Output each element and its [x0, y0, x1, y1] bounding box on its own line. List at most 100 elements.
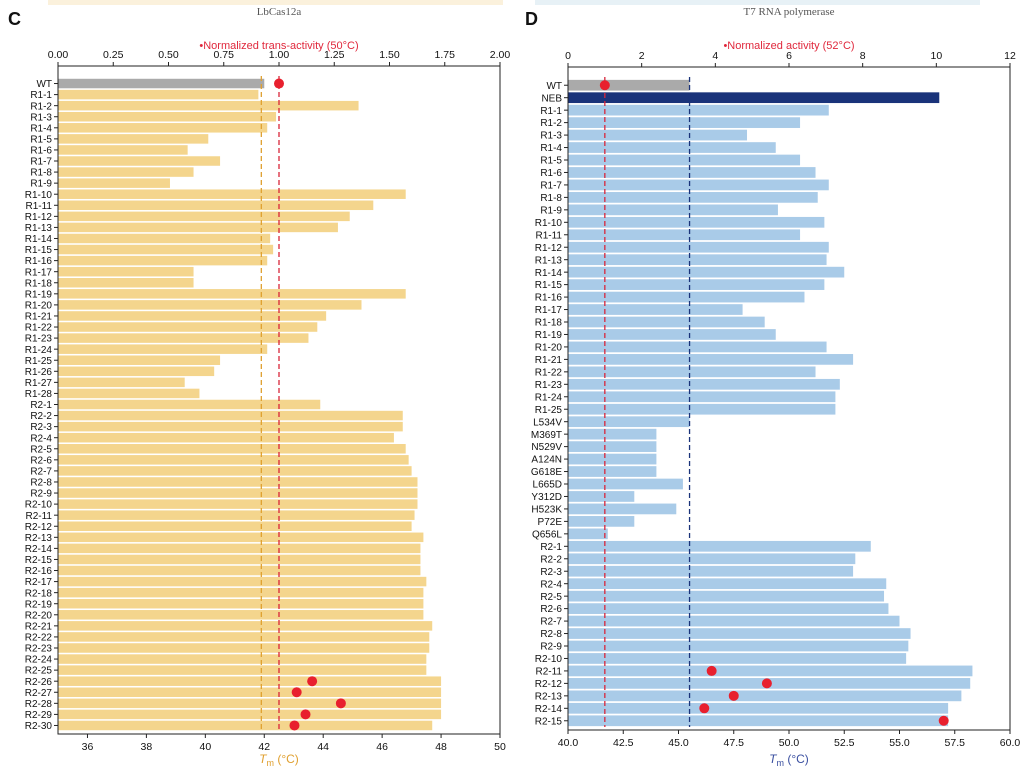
- bottom-tick-label-c-44: 44: [317, 741, 329, 753]
- category-label-c-r2-11: R2-11: [26, 511, 53, 522]
- activity-point-d-r2-14: [699, 703, 710, 714]
- category-label-c-r2-12: R2-12: [25, 522, 53, 533]
- top-tick-label-c-2-00: 2.00: [490, 49, 511, 61]
- panel-d-letter: D: [525, 9, 538, 29]
- category-label-c-r2-13: R2-13: [25, 533, 53, 544]
- bar-c-r2-3: [58, 421, 403, 432]
- bar-d-r2-4: [568, 578, 887, 590]
- bar-c-r2-9: [58, 488, 418, 498]
- bar-d-neb: [568, 92, 940, 104]
- bar-c-r2-30: [58, 720, 433, 731]
- category-label-c-r1-16: R1-16: [25, 256, 53, 267]
- category-label-d-r1-4: R1-4: [540, 143, 562, 154]
- top-tick-label-d-6: 6: [786, 50, 792, 62]
- bar-d-r2-1: [568, 540, 871, 552]
- panel-d-x-axis-label-sub: m: [777, 758, 785, 768]
- bar-c-r2-11: [58, 510, 415, 520]
- bar-c-r2-26: [58, 676, 442, 686]
- category-label-c-r1-10: R1-10: [25, 190, 53, 201]
- bar-c-r2-2: [58, 410, 403, 421]
- category-label-c-r2-24: R2-24: [25, 655, 53, 666]
- category-label-d-r2-3: R2-3: [540, 567, 562, 578]
- bar-c-r1-14: [58, 233, 271, 244]
- category-label-d-r1-17: R1-17: [535, 305, 563, 316]
- category-label-d-r1-8: R1-8: [540, 193, 562, 204]
- panel-c-letter: C: [8, 9, 21, 29]
- category-label-c-r2-16: R2-16: [25, 566, 53, 577]
- category-label-c-r1-13: R1-13: [25, 223, 53, 234]
- bar-d-r1-17: [568, 304, 743, 315]
- category-label-d-r2-15: R2-15: [535, 716, 563, 727]
- bar-c-r1-19: [58, 289, 406, 299]
- panel-d-title: T7 RNA polymerase: [743, 6, 834, 18]
- bar-d-q656l: [568, 528, 608, 540]
- panel-c-reference-lines: [260, 76, 280, 731]
- category-label-c-r1-12: R1-12: [25, 212, 53, 223]
- bar-c-r1-24: [58, 344, 268, 354]
- bar-c-r2-6: [58, 455, 409, 465]
- bottom-tick-label-d-50-0: 50.0: [779, 737, 800, 749]
- bar-d-r1-10: [568, 216, 825, 228]
- bar-d-a124n: [568, 453, 657, 465]
- activity-point-c-r2-26: [307, 676, 318, 687]
- bar-c-r2-8: [58, 477, 418, 487]
- category-label-c-r1-18: R1-18: [25, 278, 53, 289]
- top-tick-label-c-1-25: 1.25: [324, 49, 345, 61]
- bar-c-r1-5: [58, 134, 209, 144]
- activity-point-d-r2-12: [761, 678, 772, 689]
- panel-c-top-axis-label: •Normalized trans-activity (50°C): [199, 40, 358, 52]
- bar-c-r1-9: [58, 178, 170, 188]
- category-label-c-r1-6: R1-6: [30, 146, 52, 157]
- bar-d-g618e: [568, 466, 657, 477]
- bottom-tick-label-c-48: 48: [435, 741, 447, 753]
- bar-d-r2-10: [568, 653, 907, 664]
- bar-c-r2-10: [58, 499, 418, 509]
- bar-c-r2-15: [58, 554, 421, 565]
- bar-c-r1-10: [58, 189, 406, 199]
- category-label-c-r1-15: R1-15: [25, 245, 53, 256]
- bar-c-r2-24: [58, 654, 427, 664]
- bar-d-l665d: [568, 478, 683, 490]
- panel-d-bars: [568, 79, 973, 727]
- bar-c-r1-23: [58, 333, 309, 343]
- bar-c-r1-28: [58, 388, 200, 399]
- category-label-c-r2-15: R2-15: [25, 555, 53, 566]
- category-label-d-r2-10: R2-10: [535, 654, 563, 665]
- category-label-c-r2-28: R2-28: [25, 699, 53, 710]
- bottom-tick-label-c-40: 40: [199, 741, 211, 753]
- panel-d-axes: WTNEBR1-1R1-2R1-3R1-4R1-5R1-6R1-7R1-8R1-…: [531, 50, 1021, 749]
- bar-d-r1-2: [568, 117, 801, 128]
- bar-d-r1-15: [568, 279, 825, 290]
- category-label-d-r1-1: R1-1: [540, 106, 562, 117]
- category-label-d-r1-25: R1-25: [535, 405, 563, 416]
- category-label-c-r1-7: R1-7: [30, 157, 52, 168]
- bar-c-r2-4: [58, 432, 394, 443]
- category-label-d-a124n: A124N: [531, 455, 562, 466]
- bar-c-r2-19: [58, 598, 424, 609]
- panel-c-bars: [58, 78, 442, 731]
- bar-d-r1-19: [568, 329, 776, 340]
- bottom-tick-label-d-47-5: 47.5: [724, 737, 745, 749]
- bar-d-r2-5: [568, 590, 885, 602]
- category-label-d-r1-22: R1-22: [535, 367, 563, 378]
- activity-point-d-r2-13: [728, 690, 739, 701]
- category-label-c-r1-23: R1-23: [25, 334, 53, 345]
- bar-c-r2-21: [58, 621, 433, 631]
- category-label-d-p72e: P72E: [538, 517, 563, 528]
- category-label-c-r1-28: R1-28: [25, 389, 53, 400]
- top-tick-label-d-8: 8: [860, 50, 866, 62]
- bar-c-r1-25: [58, 355, 221, 365]
- bar-c-r1-12: [58, 211, 350, 222]
- bar-d-r1-18: [568, 316, 765, 328]
- bar-d-r2-15: [568, 715, 949, 727]
- bar-c-r1-27: [58, 377, 185, 388]
- panel-d-x-axis-label: Tm (°C): [769, 752, 809, 768]
- bar-d-r1-1: [568, 104, 829, 116]
- top-tick-label-c-0-25: 0.25: [103, 49, 124, 61]
- activity-point-c-wt: [274, 78, 284, 89]
- category-label-d-r2-12: R2-12: [535, 679, 563, 690]
- category-label-d-r1-12: R1-12: [535, 243, 563, 254]
- top-tick-label-d-0: 0: [565, 50, 571, 62]
- bar-d-r2-3: [568, 565, 854, 577]
- bar-d-r2-14: [568, 702, 949, 714]
